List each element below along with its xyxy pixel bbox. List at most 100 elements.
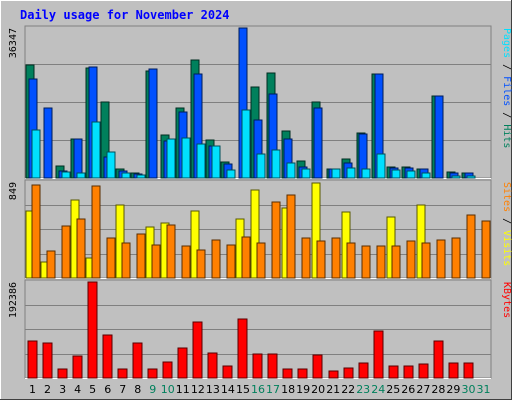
bar-sites-day-17 [271,201,281,279]
bar-kbytes-day-4 [72,355,83,379]
bar-sites-day-3 [61,225,71,279]
x-tick-label-day-24: 24 [371,383,385,396]
legend-part: / [501,106,512,124]
panel-kbytes: 192386 KBytes [8,279,512,379]
bar-kbytes-day-3 [57,368,68,379]
bar-kbytes-day-22 [343,367,354,379]
bar-pages-day-8 [136,174,146,179]
bar-pages-day-1 [31,129,41,179]
bar-pages-day-27 [421,172,431,179]
bar-pages-day-11 [181,137,191,179]
bar-sites-day-12 [196,249,206,279]
bar-pages-day-29 [451,175,461,179]
x-tick-label-day-11: 11 [176,383,190,396]
bar-sites-day-10 [166,224,176,279]
x-tick-label-day-10: 10 [161,383,175,396]
panel-hits_files_pages-ymax-label: 36347 [8,28,19,58]
bar-sites-day-11 [181,245,191,279]
bar-kbytes-day-13 [207,352,218,379]
x-tick-label-day-25: 25 [386,383,400,396]
bar-pages-day-5 [91,121,101,179]
bar-kbytes-day-24 [373,330,384,379]
legend-part: Pages [501,28,512,58]
bar-visits-day-27 [416,204,426,279]
panel-visits_sites-legend: Sites / Visits [501,182,512,266]
panel-kbytes-legend: KBytes [501,282,512,318]
bar-pages-day-7 [121,172,131,179]
bar-pages-day-30 [466,175,476,179]
bar-kbytes-day-28 [433,340,444,379]
bar-sites-day-23 [361,245,371,279]
x-tick-label-day-20: 20 [311,383,325,396]
x-tick-label-day-30: 30 [462,383,476,396]
panel-hits_files_pages-legend: Pages / Files / Hits [501,28,512,148]
bar-kbytes-day-16 [252,353,263,379]
bar-visits-day-12 [190,210,200,279]
bar-sites-day-21 [331,237,341,279]
x-tick-label-day-27: 27 [416,383,430,396]
bar-pages-day-24 [376,153,386,179]
x-tick-label-day-21: 21 [326,383,340,396]
bar-sites-day-28 [436,239,446,279]
bar-kbytes-day-21 [328,370,339,379]
bar-pages-day-22 [346,167,356,179]
bar-pages-day-6 [106,151,116,179]
bar-sites-day-15 [241,236,251,279]
bar-kbytes-day-14 [222,365,233,379]
bar-pages-day-25 [391,169,401,179]
bar-pages-day-16 [256,153,266,179]
bar-visits-day-20 [311,182,321,279]
bar-pages-day-14 [226,169,236,179]
x-tick-label-day-16: 16 [251,383,265,396]
bar-sites-day-7 [121,242,131,279]
x-tick-label-day-23: 23 [356,383,370,396]
x-tick-label-day-3: 3 [59,383,66,396]
x-axis-labels: 1 2 3 4 5 6 7 8 9 10 11 12 13 14 15 16 17 18 19 20 21 22 23 24 2… [29,383,491,396]
bar-sites-day-19 [301,237,311,279]
x-tick-label-day-13: 13 [206,383,220,396]
bar-sites-day-27 [421,242,431,279]
x-tick-label-day-17: 17 [266,383,280,396]
bar-kbytes-day-23 [358,362,369,379]
bar-pages-day-10 [166,138,176,179]
bar-pages-day-13 [211,145,221,179]
legend-part: Visits [501,230,512,266]
bar-kbytes-day-29 [448,362,459,379]
x-tick-label-day-5: 5 [89,383,96,396]
bar-sites-day-9 [151,244,161,279]
x-tick-label-day-8: 8 [134,383,141,396]
bar-kbytes-day-1 [27,340,38,379]
x-tick-label-day-6: 6 [104,383,111,396]
bar-sites-day-30 [466,214,476,279]
bar-kbytes-day-17 [267,353,278,379]
bar-sites-day-2 [46,250,56,279]
bar-kbytes-day-19 [297,368,308,379]
bar-kbytes-day-30 [463,362,474,379]
x-tick-label-day-22: 22 [341,383,355,396]
x-tick-label-day-2: 2 [44,383,51,396]
legend-part: KBytes [501,282,512,318]
legend-part: Hits [501,124,512,148]
bar-sites-day-4 [76,218,86,279]
panel-visits_sites-ymax-label: 849 [8,182,19,200]
bar-kbytes-day-10 [162,361,173,379]
bar-kbytes-day-18 [282,368,293,379]
bar-sites-day-1 [31,184,41,279]
bar-pages-day-4 [76,172,86,179]
panel-kbytes-ymax-label: 192386 [8,282,19,318]
bar-sites-day-22 [346,242,356,279]
bar-kbytes-day-7 [117,368,128,379]
bar-kbytes-day-12 [192,321,203,379]
bar-pages-day-12 [196,143,206,179]
bar-sites-day-25 [391,245,401,279]
x-tick-label-day-1: 1 [29,383,36,396]
x-tick-label-day-31: 31 [477,383,491,396]
bar-sites-day-29 [451,237,461,279]
bar-pages-day-17 [271,149,281,179]
bar-kbytes-day-25 [388,365,399,379]
bar-sites-day-14 [226,244,236,279]
panel-hits_files_pages: 36347 Pages / Files / Hits [8,25,512,179]
legend-part: / [501,58,512,76]
bar-sites-day-16 [256,242,266,279]
bar-kbytes-day-8 [132,342,143,379]
